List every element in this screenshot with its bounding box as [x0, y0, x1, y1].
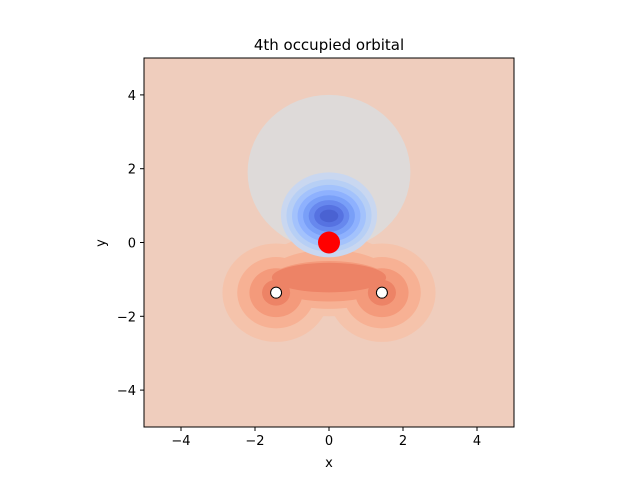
y-tick-label: 0: [128, 237, 136, 252]
contour-region: [271, 262, 387, 293]
x-tick-label: −2: [245, 434, 264, 449]
x-axis-label: x: [325, 456, 333, 471]
y-tick-label: −2: [117, 310, 136, 325]
y-tick-label: −4: [117, 384, 136, 399]
x-tick-label: 2: [399, 434, 407, 449]
y-tick-label: 2: [128, 163, 136, 178]
contour-layer: [222, 94, 436, 342]
x-tick-label: 0: [325, 434, 333, 449]
hydrogen-atom-marker: [270, 286, 283, 299]
chart-title: 4th occupied orbital: [254, 36, 404, 54]
hydrogen-atom-marker: [375, 286, 388, 299]
y-tick-label: 4: [128, 89, 136, 104]
x-tick-label: −4: [171, 434, 190, 449]
y-axis-label: y: [94, 239, 109, 247]
atom-markers: [270, 231, 388, 299]
negative-contour-level: [319, 209, 339, 223]
x-axis-ticks: −4 −2 0 2 4: [171, 427, 481, 449]
y-axis-ticks: −4 −2 0 2 4: [117, 89, 144, 399]
x-tick-label: 4: [473, 434, 481, 449]
oxygen-atom-marker: [318, 231, 340, 254]
